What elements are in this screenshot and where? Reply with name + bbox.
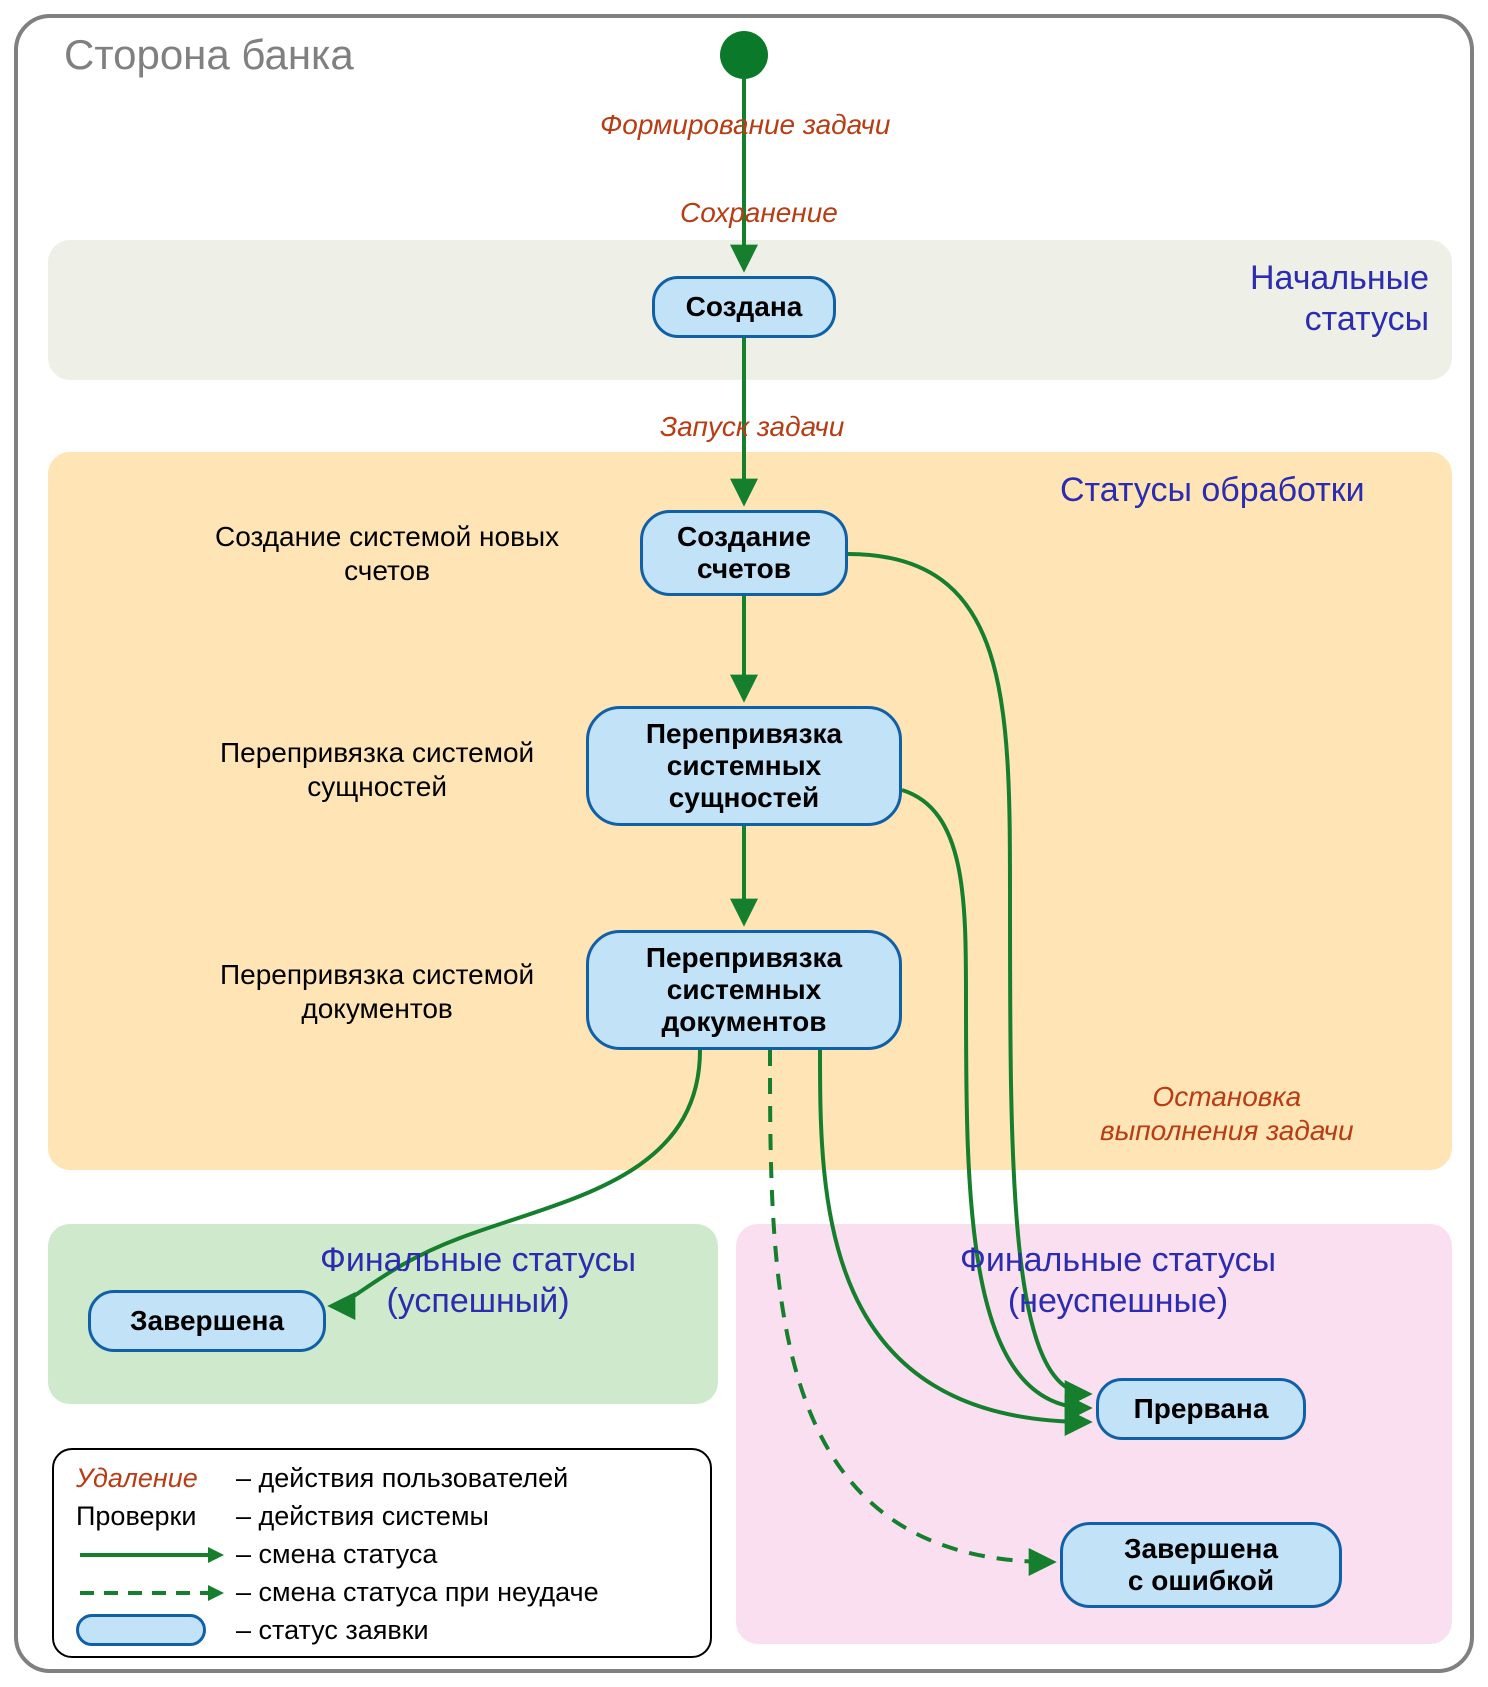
diagram-title: Сторона банка [64,30,354,80]
outer-frame [14,14,1474,1673]
diagram-stage: Сторона банкаНачальные статусыСтатусы об… [0,0,1488,1687]
